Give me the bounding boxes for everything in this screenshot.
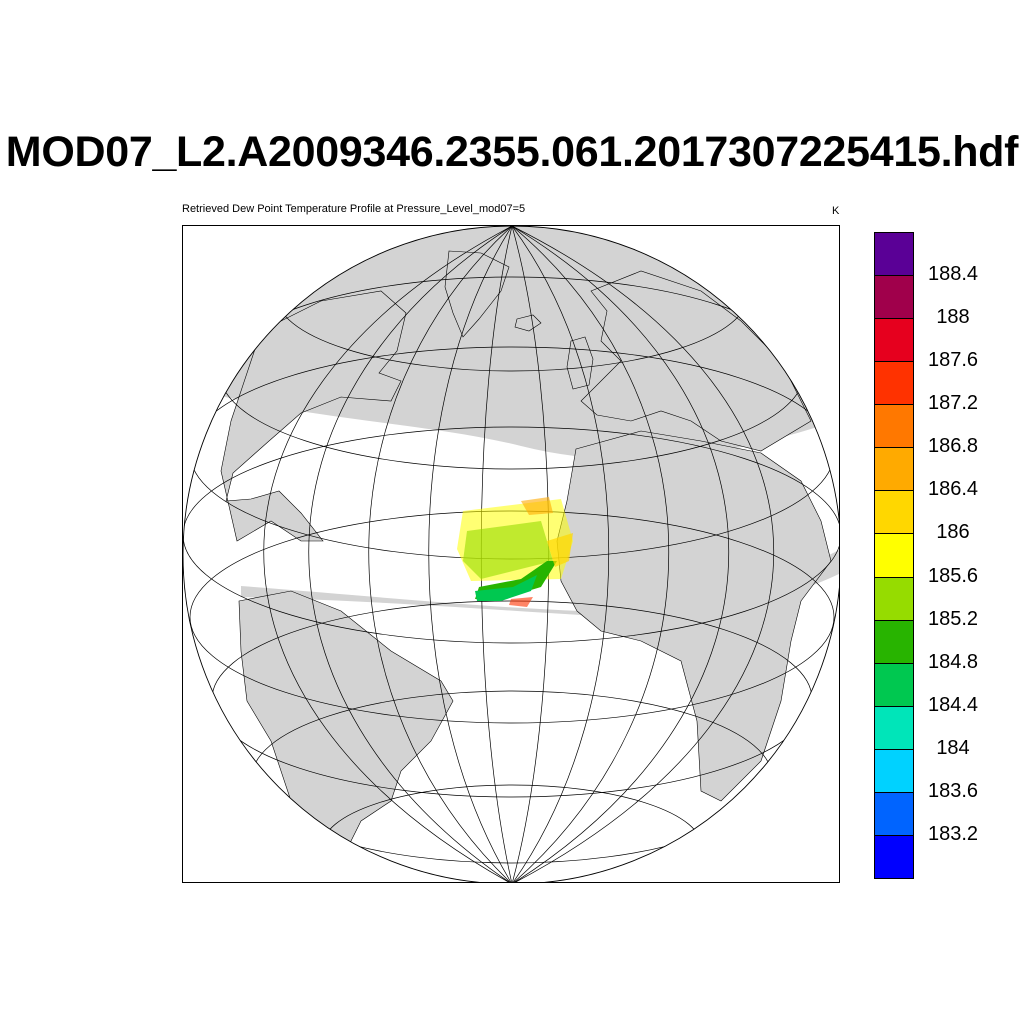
colorbar-tick-label: 188	[936, 306, 970, 329]
southern-nodata-band	[241, 549, 839, 617]
colorbar-tick-label: 185.2	[927, 607, 979, 630]
colorbar-tick-label: 184	[936, 736, 970, 759]
plot-title: MOD07_L2.A2009346.2355.061.2017307225415…	[5, 128, 1019, 176]
colorbar-segment	[874, 490, 914, 535]
colorbar-tick-label: 185.6	[927, 564, 979, 587]
swath-data-points	[457, 497, 573, 607]
colorbar-segment	[874, 748, 914, 793]
colorbar-tick-label: 186.8	[927, 435, 979, 458]
colorbar-segment	[874, 275, 914, 320]
north-america-landmass	[220, 290, 407, 542]
colorbar-tick-label: 188.4	[927, 263, 979, 286]
colorbar-tick-label: 187.6	[927, 349, 979, 372]
colorbar-segment	[874, 619, 914, 664]
colorbar-segment	[874, 705, 914, 750]
colorbar-tick-label: 184.4	[927, 693, 979, 716]
colorbar-tick-label: 186	[936, 521, 970, 544]
colorbar-tick-label: 183.6	[927, 779, 979, 802]
colorbar-tick-label: 184.8	[927, 650, 979, 673]
colorbar-tick-label: 186.4	[927, 478, 979, 501]
colorbar-segment	[874, 662, 914, 707]
colorbar	[874, 232, 914, 879]
colorbar-segment	[874, 361, 914, 406]
variable-subtitle: Retrieved Dew Point Temperature Profile …	[182, 203, 526, 215]
globe-map	[183, 226, 839, 882]
colorbar-tick-label: 183.2	[927, 822, 979, 845]
colorbar-segment	[874, 791, 914, 836]
colorbar-segment	[874, 232, 914, 277]
colorbar-segment	[874, 834, 914, 879]
colorbar-segment	[874, 447, 914, 492]
colorbar-segment	[874, 404, 914, 449]
colorbar-segment	[874, 533, 914, 578]
africa-landmass	[556, 430, 832, 802]
unit-label: K	[832, 205, 840, 217]
europe-landmass	[580, 270, 812, 452]
iceland-landmass	[514, 314, 542, 332]
colorbar-tick-label: 187.2	[927, 392, 979, 415]
colorbar-segment	[874, 318, 914, 363]
map-panel	[182, 225, 840, 883]
south-america-landmass	[238, 590, 454, 882]
colorbar-segment	[874, 576, 914, 621]
